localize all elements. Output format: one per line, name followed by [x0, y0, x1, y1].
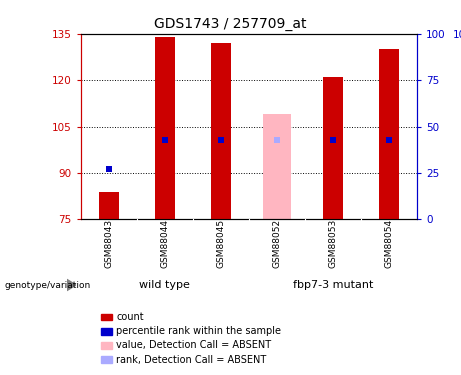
Text: genotype/variation: genotype/variation	[5, 280, 91, 290]
Text: GSM88052: GSM88052	[272, 219, 282, 268]
Bar	[379, 49, 399, 219]
Text: fbp7-3 mutant: fbp7-3 mutant	[293, 280, 373, 290]
Y-axis label: 100%: 100%	[453, 30, 461, 40]
Text: GDS1743 / 257709_at: GDS1743 / 257709_at	[154, 17, 307, 31]
Text: rank, Detection Call = ABSENT: rank, Detection Call = ABSENT	[116, 355, 266, 364]
Text: GSM88045: GSM88045	[216, 219, 225, 268]
Text: wild type: wild type	[139, 280, 190, 290]
Bar	[155, 37, 175, 219]
Bar	[99, 192, 118, 219]
Bar	[211, 43, 230, 219]
Text: value, Detection Call = ABSENT: value, Detection Call = ABSENT	[116, 340, 271, 350]
Polygon shape	[67, 279, 76, 291]
Text: GSM88054: GSM88054	[384, 219, 394, 268]
Text: GSM88043: GSM88043	[104, 219, 113, 268]
Text: count: count	[116, 312, 144, 322]
Text: GSM88044: GSM88044	[160, 219, 169, 268]
Bar	[323, 77, 343, 219]
Text: percentile rank within the sample: percentile rank within the sample	[116, 326, 281, 336]
Text: GSM88053: GSM88053	[329, 219, 337, 268]
Bar	[263, 114, 291, 219]
